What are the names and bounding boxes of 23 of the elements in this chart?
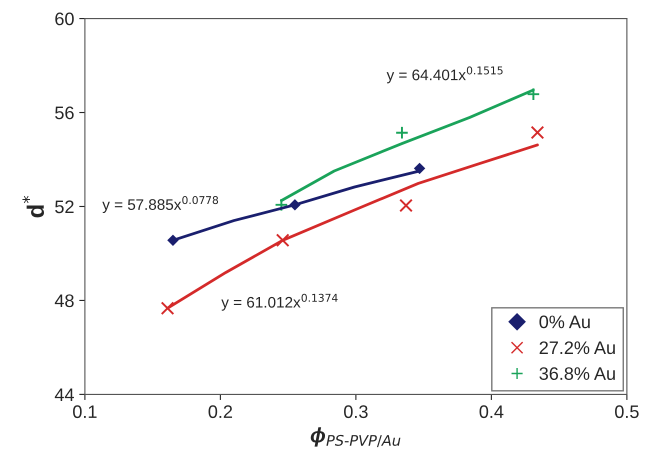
x-tick-label: 0.2 [208,405,232,418]
annotation: y = 64.401x$^{0.1515}$ [386,66,503,84]
point [160,301,174,315]
point [395,126,409,140]
legend-label: 36.8% Au [539,367,615,380]
legend-label: 0% Au [539,315,590,328]
x-tick-label: 0.4 [480,405,504,418]
x-tick-label: 0.5 [615,405,639,418]
point [530,126,544,140]
annotation: y = 57.885x$^{0.0778}$ [102,196,218,213]
x-tick-label: 0.1 [73,405,97,418]
x-tick-label: 0.3 [344,405,368,418]
legend-label: 27.2% Au [540,341,615,354]
y-axis-title: d$^{*}$ [22,196,44,218]
y-tick-label: 48 [54,294,74,308]
point [276,234,290,248]
y-tick-label: 56 [55,106,74,120]
y-tick-label: 44 [54,388,74,401]
y-tick-label: 52 [55,200,74,214]
point [399,198,413,212]
x-axis-title: ϕ$_{PS‐PVP/Au}$ [310,427,400,448]
y-tick-label: 60 [55,12,74,26]
annotation: y = 61.012x$^{0.1374}$ [221,294,338,311]
